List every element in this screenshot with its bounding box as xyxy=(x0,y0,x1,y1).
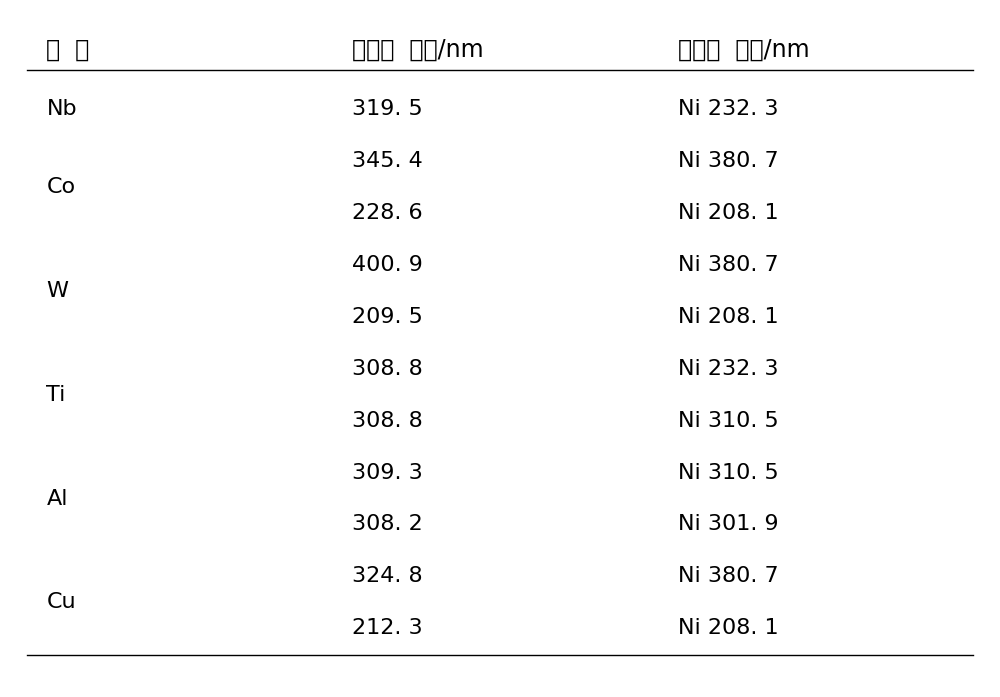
Text: Ni 310. 5: Ni 310. 5 xyxy=(678,463,778,482)
Text: 228. 6: 228. 6 xyxy=(352,203,423,223)
Text: Ni 232. 3: Ni 232. 3 xyxy=(678,99,778,119)
Text: Ni 232. 3: Ni 232. 3 xyxy=(678,359,778,378)
Text: 分析线  波长/nm: 分析线 波长/nm xyxy=(352,38,484,61)
Text: Nb: Nb xyxy=(46,99,77,119)
Text: 324. 8: 324. 8 xyxy=(352,567,423,586)
Text: Co: Co xyxy=(46,177,76,197)
Text: Ni 208. 1: Ni 208. 1 xyxy=(678,618,778,638)
Text: Ni 301. 9: Ni 301. 9 xyxy=(678,514,778,535)
Text: 209. 5: 209. 5 xyxy=(352,307,423,327)
Text: Ti: Ti xyxy=(46,385,66,405)
Text: Ni 380. 7: Ni 380. 7 xyxy=(678,255,778,275)
Text: 212. 3: 212. 3 xyxy=(352,618,423,638)
Text: 308. 2: 308. 2 xyxy=(352,514,423,535)
Text: 319. 5: 319. 5 xyxy=(352,99,423,119)
Text: Al: Al xyxy=(46,489,68,509)
Text: 元  素: 元 素 xyxy=(46,38,90,61)
Text: 308. 8: 308. 8 xyxy=(352,359,423,378)
Text: Ni 208. 1: Ni 208. 1 xyxy=(678,307,778,327)
Text: Ni 380. 7: Ni 380. 7 xyxy=(678,151,778,171)
Text: 内标线  波长/nm: 内标线 波长/nm xyxy=(678,38,809,61)
Text: Ni 208. 1: Ni 208. 1 xyxy=(678,203,778,223)
Text: 345. 4: 345. 4 xyxy=(352,151,423,171)
Text: 308. 8: 308. 8 xyxy=(352,411,423,431)
Text: W: W xyxy=(46,281,68,301)
Text: 400. 9: 400. 9 xyxy=(352,255,423,275)
Text: Ni 380. 7: Ni 380. 7 xyxy=(678,567,778,586)
Text: Cu: Cu xyxy=(46,592,76,613)
Text: 309. 3: 309. 3 xyxy=(352,463,423,482)
Text: Ni 310. 5: Ni 310. 5 xyxy=(678,411,778,431)
